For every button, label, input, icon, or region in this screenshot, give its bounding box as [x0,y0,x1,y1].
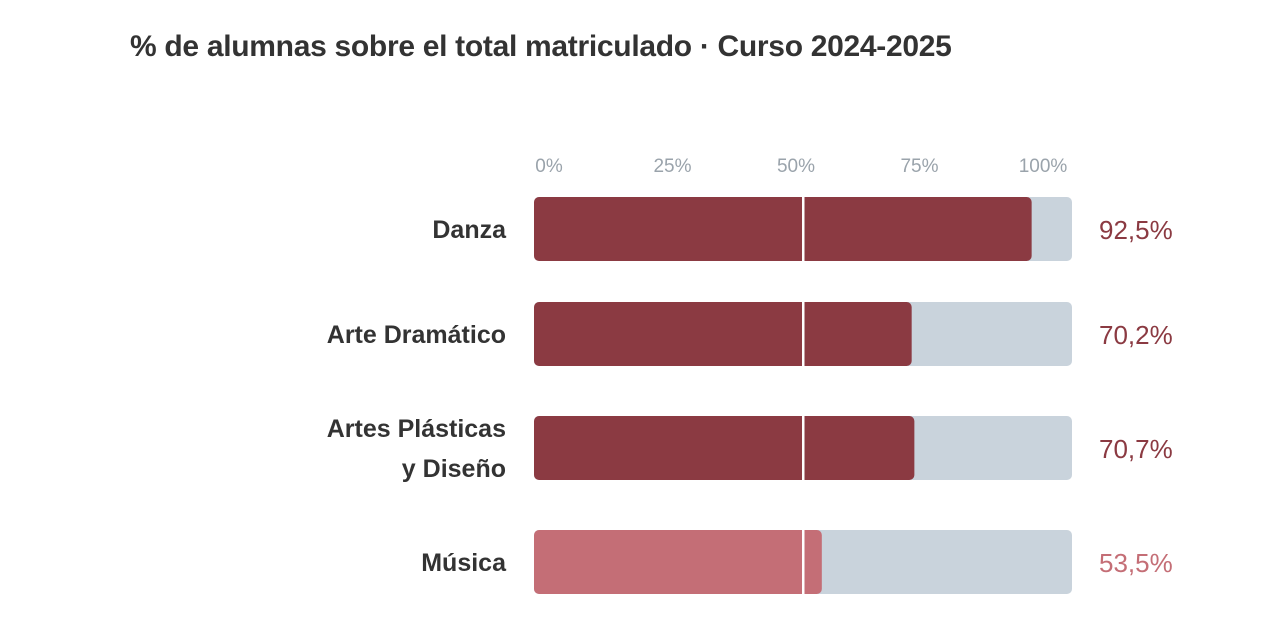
value-label: 70,7% [1099,434,1173,464]
bar [534,197,1032,261]
tick-label: 50% [777,156,815,177]
reference-line [802,197,805,261]
value-label: 53,5% [1099,548,1173,578]
tick-label: 75% [900,156,938,177]
bar [534,302,912,366]
category-label: Música [421,549,507,577]
reference-line [802,530,805,594]
value-label: 92,5% [1099,215,1173,245]
category-label: Danza [432,216,507,244]
category-label: y Diseño [402,455,506,483]
value-label: 70,2% [1099,320,1173,350]
bar [534,530,822,594]
tick-label: 100% [1019,156,1068,177]
category-label: Artes Plásticas [327,415,506,443]
tick-label: 0% [535,156,563,177]
bar [534,416,915,480]
reference-line [802,416,805,480]
category-label: Arte Dramático [327,321,506,349]
chart-title: % de alumnas sobre el total matriculado … [130,30,952,63]
tick-label: 25% [653,156,691,177]
reference-line [802,302,805,366]
